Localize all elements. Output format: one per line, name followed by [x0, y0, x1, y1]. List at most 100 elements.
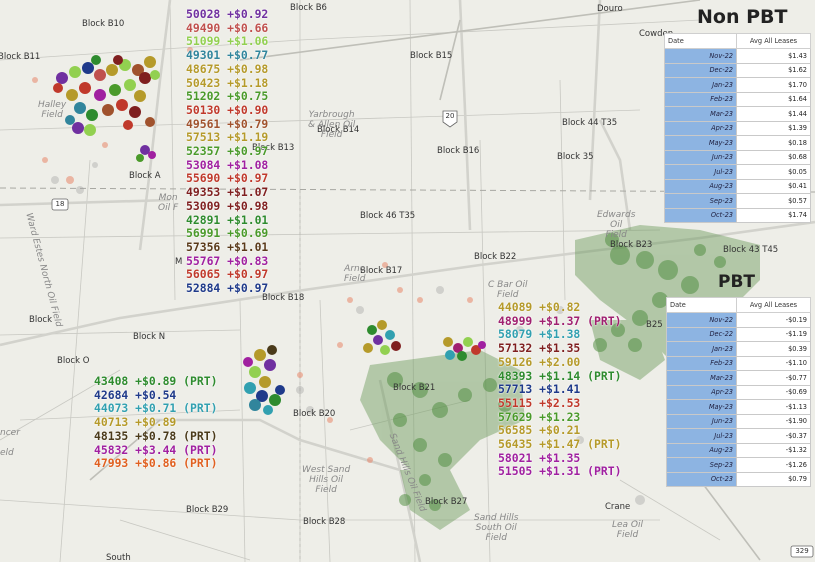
annotation-line: 42684 +$0.54	[94, 387, 177, 402]
pbt-col-value: Avg All Leases	[736, 297, 811, 313]
annotation-line: 48135 +$0.78 (PRT)	[94, 428, 218, 443]
pbt-row-value: -$1.32	[736, 442, 811, 458]
map-label-block-35: Block 35	[557, 152, 594, 162]
hwy-18-label: 18	[55, 200, 65, 208]
annotation-line: 47993 +$0.86 (PRT)	[94, 456, 218, 471]
map-label-block-b15: Block B15	[410, 51, 453, 61]
field-label-west-sand-hills: West Sand Hills Oil Field	[302, 465, 351, 495]
pbt-row-value: -$1.10	[736, 355, 811, 371]
pbt-table-row: Jan-23 $0.39	[666, 341, 811, 357]
pbt-row-date: Nov-22	[666, 312, 737, 328]
pbt-row-value: -$0.77	[736, 370, 811, 386]
field-label-eld: eld	[0, 448, 14, 458]
non-pbt-row-date: Nov-22	[664, 48, 737, 64]
map-label-block-46-t35: Block 46 T35	[360, 211, 416, 221]
annotation-group-center-right: 44089 +$0.82 48999 +$1.37 (PRT) 58079 +$1.…	[498, 300, 622, 479]
map-label-block-b23: Block B23	[610, 240, 653, 250]
field-label-lea: Lea Oil Field	[612, 520, 644, 540]
map-label-block-b20: Block B20	[293, 409, 336, 419]
pbt-row-date: Sep-23	[666, 457, 737, 473]
annotation-line: 56585 +$0.21	[498, 423, 581, 438]
non-pbt-table-row: Oct-23 $1.74	[664, 207, 811, 223]
map-label-block-b10: Block B10	[82, 19, 125, 29]
non-pbt-row-value: $0.68	[736, 149, 811, 165]
pbt-table-row: Feb-23 -$1.10	[666, 355, 811, 371]
pbt-table: Date Avg All Leases Nov-22 -$0.19 Dec-22 -$…	[666, 297, 811, 487]
map-label-block-b16: Block B16	[437, 146, 480, 156]
non-pbt-table-row: Apr-23 $1.39	[664, 120, 811, 136]
annotation-line: 57132 +$1.35	[498, 341, 581, 356]
pbt-row-value: $0.39	[736, 341, 811, 357]
annotation-line: 56991 +$0.69	[186, 226, 269, 241]
non-pbt-row-value: $0.05	[736, 164, 811, 180]
map-label-block-b21: Block B21	[393, 383, 436, 393]
non-pbt-table-row: May-23 $0.18	[664, 135, 811, 151]
non-pbt-row-date: Mar-23	[664, 106, 737, 122]
non-pbt-row-value: $1.74	[736, 207, 811, 223]
non-pbt-row-date: Apr-23	[664, 120, 737, 136]
field-label-sand-hills-south: Sand Hills South Oil Field	[474, 513, 519, 543]
non-pbt-row-date: Jan-23	[664, 77, 737, 93]
map-label-block: Block	[29, 315, 52, 325]
non-pbt-row-date: May-23	[664, 135, 737, 151]
map-label-block-b13: Block B13	[252, 143, 295, 153]
map-label-south: South	[106, 553, 131, 562]
annotation-line: 45832 +$3.44 (PRT)	[94, 442, 218, 457]
field-label-halley: Halley Field	[38, 100, 67, 120]
pbt-table-row: Nov-22 -$0.19	[666, 312, 811, 328]
pbt-table-row: May-23 -$1.13	[666, 399, 811, 415]
non-pbt-col-value: Avg All Leases	[736, 33, 811, 49]
annotation-line: 49490 +$0.66	[186, 20, 269, 35]
hwy-329-label: 329	[795, 547, 809, 555]
non-pbt-title: Non PBT	[697, 6, 788, 28]
non-pbt-table: Date Avg All Leases Nov-22 $1.43 Dec-22 $1.…	[664, 33, 811, 223]
pbt-table-row: Jul-23 -$0.37	[666, 428, 811, 444]
non-pbt-row-date: Jun-23	[664, 149, 737, 165]
non-pbt-table-row: Jan-23 $1.70	[664, 77, 811, 93]
annotation-line: 57513 +$1.19	[186, 130, 269, 145]
annotation-line: 49561 +$0.79	[186, 116, 269, 131]
annotation-line: 52884 +$0.97	[186, 281, 269, 296]
non-pbt-row-value: $1.64	[736, 91, 811, 107]
annotation-line: 49301 +$0.77	[186, 48, 269, 63]
non-pbt-row-value: $0.57	[736, 193, 811, 209]
annotation-line: 51099 +$1.06	[186, 34, 269, 49]
pbt-row-value: -$1.26	[736, 457, 811, 473]
pbt-table-row: Dec-22 -$1.19	[666, 326, 811, 342]
non-pbt-col-date: Date	[664, 33, 737, 49]
annotation-line: 51202 +$0.75	[186, 89, 269, 104]
pbt-row-value: -$0.37	[736, 428, 811, 444]
map-label-block-a: Block A	[129, 171, 161, 181]
annotation-line: 53084 +$1.08	[186, 157, 269, 172]
non-pbt-row-value: $0.41	[736, 178, 811, 194]
map-label-block-b6: Block B6	[290, 3, 327, 13]
annotation-line: 56065 +$0.97	[186, 267, 269, 282]
non-pbt-row-date: Feb-23	[664, 91, 737, 107]
hwy-18-icon	[51, 198, 69, 211]
map-label-block-b11: Block B11	[0, 52, 41, 62]
non-pbt-row-value: $1.43	[736, 48, 811, 64]
annotation-line: 44073 +$0.71 (PRT)	[94, 401, 218, 416]
map-label-douro: Douro	[597, 4, 623, 14]
map-label-block-n: Block N	[133, 332, 166, 342]
pbt-row-date: Jan-23	[666, 341, 737, 357]
non-pbt-row-value: $1.44	[736, 106, 811, 122]
field-label-cbar: C Bar Oil Field	[488, 280, 528, 300]
pbt-row-date: Jun-23	[666, 413, 737, 429]
annotation-line: 50130 +$0.90	[186, 102, 269, 117]
non-pbt-row-date: Sep-23	[664, 193, 737, 209]
map-label-cowden: Cowden	[639, 29, 674, 39]
field-label-edwards: Edwards Oil Field	[597, 210, 636, 240]
pbt-table-row: Mar-23 -$0.77	[666, 370, 811, 386]
field-label-arno: Arno Field	[344, 264, 366, 284]
annotation-line: 40713 +$0.89	[94, 415, 177, 430]
pbt-table-row: Apr-23 -$0.69	[666, 384, 811, 400]
pbt-table-row: Oct-23 $0.79	[666, 471, 811, 487]
non-pbt-row-value: $1.39	[736, 120, 811, 136]
pbt-row-date: Apr-23	[666, 384, 737, 400]
annotation-line: 48393 +$1.14 (PRT)	[498, 368, 622, 383]
map-label-block-44-t35: Block 44 T35	[562, 118, 618, 128]
non-pbt-row-value: $1.62	[736, 62, 811, 78]
